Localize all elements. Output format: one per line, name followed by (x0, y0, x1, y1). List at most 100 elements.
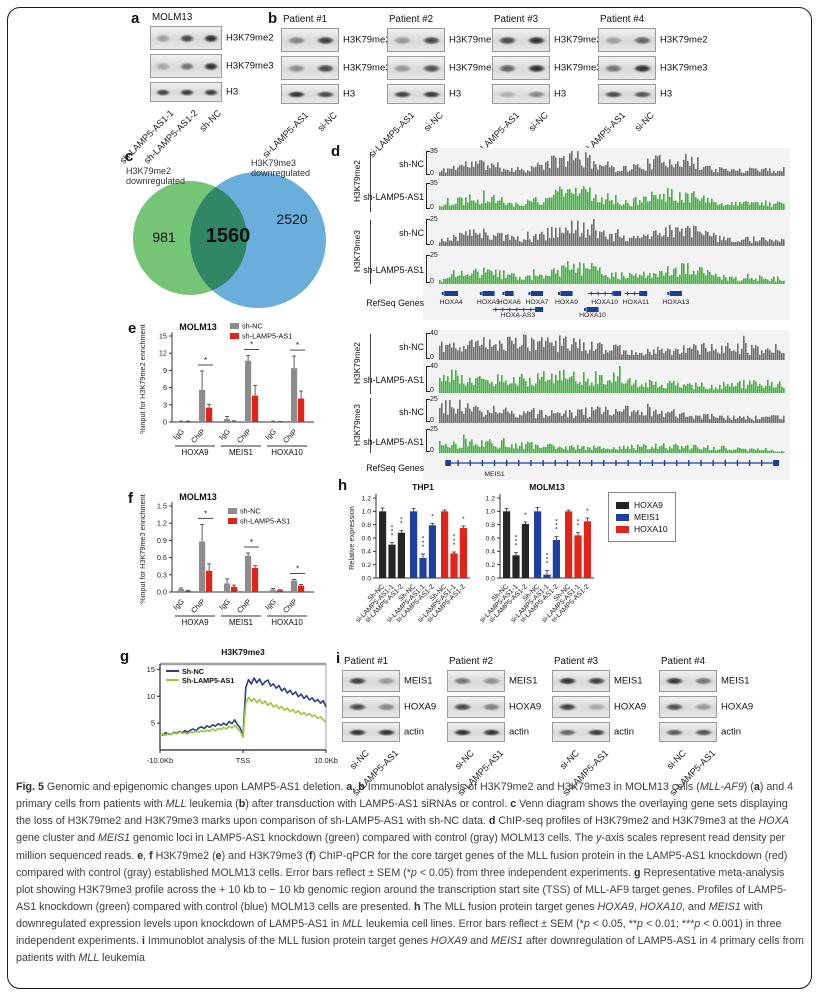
read-density-bar (705, 202, 707, 210)
read-density-bar (467, 166, 469, 176)
read-density-bar (661, 162, 663, 176)
read-density-bar (607, 448, 609, 453)
read-density-bar (675, 164, 677, 176)
y-tick-label: 1.5 (157, 502, 167, 511)
gene-legend: HOXA9 MEIS1 HOXA10 (608, 492, 676, 542)
y-tick-label: 0.2 (486, 562, 496, 569)
read-density-bar (469, 229, 471, 246)
read-density-bar (671, 355, 673, 360)
read-density-bar (449, 168, 451, 176)
read-density-bar (451, 274, 453, 284)
legend-item: MEIS1 (616, 512, 668, 522)
read-density-bar (509, 336, 511, 360)
track-label: sh-NC (399, 228, 424, 238)
read-density-bar (489, 269, 491, 284)
read-density-bar (675, 443, 677, 453)
read-density-bar (491, 239, 493, 246)
read-density-bar (503, 409, 505, 423)
caption-run: MLL (78, 952, 100, 965)
read-density-bar (697, 350, 699, 360)
read-density-bar (441, 238, 443, 246)
protein-band (345, 727, 370, 737)
read-density-bar (751, 277, 753, 284)
blot-title: Patient #2 (389, 14, 434, 25)
read-density-bar (691, 274, 693, 284)
x-tick-label: 10.0Kb (314, 756, 338, 765)
read-density-bar (697, 231, 699, 246)
read-density-bar (771, 240, 773, 246)
read-density-bar (463, 166, 465, 176)
read-density-bar (481, 440, 483, 453)
blot-row: H3K79me2 (492, 28, 617, 52)
read-density-bar (743, 172, 745, 176)
x-tick-label: -10.0Kb (147, 756, 173, 765)
read-density-bar (553, 413, 555, 423)
read-density-bar (657, 235, 659, 246)
read-density-bar (687, 416, 689, 423)
blot-target-label: MEIS1 (721, 675, 750, 687)
chart-title: H3K79me3 (221, 647, 265, 657)
read-density-bar (751, 419, 753, 423)
read-density-bar (769, 385, 771, 393)
read-density-bar (471, 161, 473, 176)
read-density-bar (747, 415, 749, 423)
read-density-bar (607, 239, 609, 246)
read-density-bar (737, 382, 739, 393)
read-density-bar (643, 234, 645, 246)
read-density-bar (649, 163, 651, 176)
read-density-bar (713, 275, 715, 284)
read-density-bar (579, 409, 581, 423)
read-density-bar (669, 275, 671, 284)
read-density-bar (713, 201, 715, 210)
read-density-bar (761, 276, 763, 284)
protein-band (313, 62, 338, 74)
read-density-bar (643, 415, 645, 423)
read-density-bar (525, 413, 527, 423)
read-density-bar (541, 337, 543, 360)
read-density-bar (653, 273, 655, 284)
read-density-bar (495, 167, 497, 176)
read-density-bar (543, 234, 545, 246)
panel-label-c: c (125, 148, 134, 165)
read-density-bar (581, 351, 583, 360)
read-density-bar (481, 238, 483, 246)
read-density-bar (477, 340, 479, 360)
read-density-bar (741, 239, 743, 246)
read-density-bar (485, 347, 487, 360)
read-density-bar (445, 443, 447, 453)
sig-label: * (555, 527, 558, 534)
read-density-bar (555, 340, 557, 360)
group-bracket (370, 152, 371, 212)
read-density-bar (775, 415, 777, 423)
read-density-bar (447, 376, 449, 393)
read-density-bar (779, 279, 781, 284)
protein-band (524, 89, 549, 99)
lane-label: si-NC (315, 110, 339, 134)
read-density-bar (731, 241, 733, 246)
read-density-bar (695, 345, 697, 360)
read-density-bar (483, 161, 485, 176)
protein-band (450, 702, 475, 712)
read-density-bar (757, 241, 759, 246)
read-density-bar (537, 414, 539, 423)
read-density-bar (629, 416, 631, 423)
read-density-bar (771, 278, 773, 284)
read-density-bar (451, 444, 453, 453)
read-density-bar (783, 203, 785, 210)
read-density-bar (625, 241, 627, 246)
read-density-bar (451, 407, 453, 423)
read-density-bar (619, 446, 621, 453)
read-density-bar (501, 197, 503, 210)
read-density-bar (673, 200, 675, 210)
read-density-bar (533, 269, 535, 284)
read-density-bar (523, 411, 525, 423)
bar (379, 511, 387, 578)
read-density-bar (485, 232, 487, 246)
read-density-bar (609, 350, 611, 360)
read-density-bar (779, 170, 781, 176)
y-tick-label: 1.2 (362, 495, 372, 502)
read-density-bar (699, 169, 701, 176)
blot-target-label: actin (721, 726, 742, 738)
read-density-bar (711, 449, 713, 453)
read-density-bar (723, 381, 725, 393)
